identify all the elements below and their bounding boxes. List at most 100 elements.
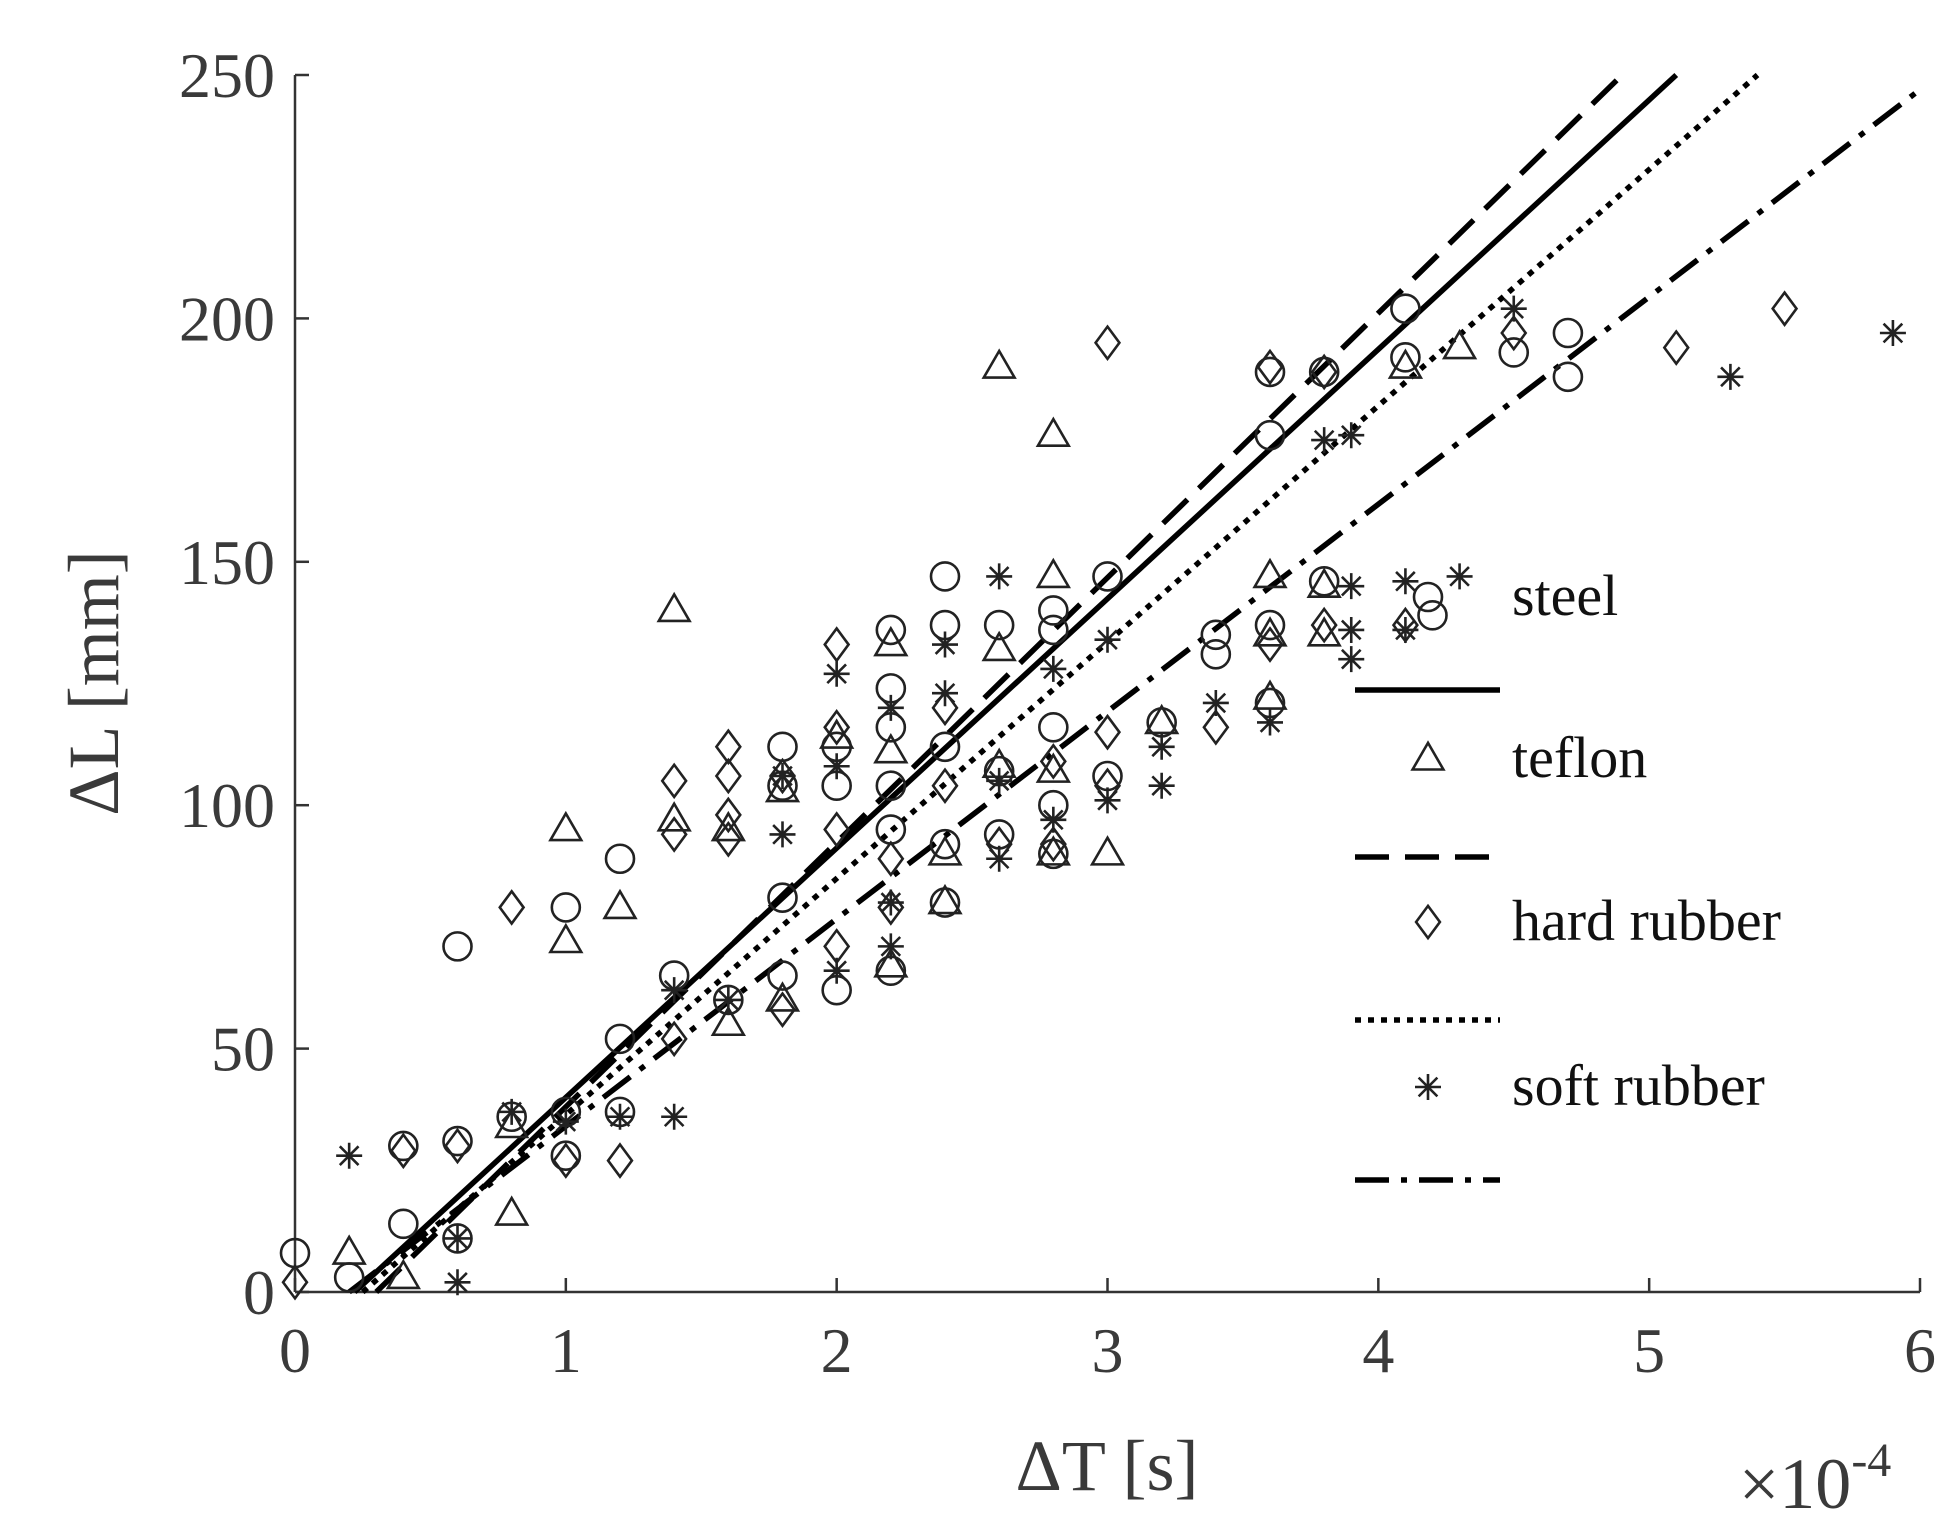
point-hard-rubber xyxy=(1093,713,1122,751)
x-axis-title: ΔT [s] xyxy=(1016,1426,1199,1506)
point-hard-rubber xyxy=(823,928,851,965)
point-hard-rubber xyxy=(1093,324,1122,362)
point-teflon xyxy=(1144,703,1180,735)
point-steel xyxy=(929,561,961,592)
point-soft-rubber xyxy=(1148,772,1175,799)
x-tick-label: 6 xyxy=(1904,1315,1936,1386)
point-soft-rubber xyxy=(986,767,1013,794)
point-soft-rubber xyxy=(1392,616,1419,643)
point-soft-rubber xyxy=(444,1225,471,1252)
point-teflon xyxy=(1252,616,1288,647)
point-hard-rubber xyxy=(1310,606,1338,644)
y-tick-label: 200 xyxy=(179,283,275,354)
point-soft-rubber xyxy=(1446,563,1473,590)
point-steel xyxy=(442,1223,473,1254)
point-soft-rubber xyxy=(823,660,850,687)
point-hard-rubber xyxy=(1256,348,1284,386)
point-soft-rubber xyxy=(769,762,796,789)
legend-marker-soft-rubber xyxy=(1415,1074,1441,1100)
point-steel xyxy=(929,731,961,763)
point-steel xyxy=(1390,293,1421,324)
point-hard-rubber xyxy=(823,811,851,848)
point-steel xyxy=(1552,361,1584,393)
legend-label-steel: steel xyxy=(1512,563,1618,628)
point-soft-rubber xyxy=(1392,568,1419,595)
point-steel xyxy=(388,1130,419,1162)
point-hard-rubber xyxy=(660,816,688,853)
x-tick-label: 5 xyxy=(1633,1315,1665,1386)
point-steel xyxy=(875,955,907,987)
point-soft-rubber xyxy=(877,889,904,916)
point-teflon xyxy=(548,810,584,842)
point-soft-rubber xyxy=(823,957,850,984)
point-soft-rubber xyxy=(1338,646,1365,673)
point-steel xyxy=(767,731,798,763)
point-hard-rubber xyxy=(1662,329,1690,366)
point-soft-rubber xyxy=(1500,295,1527,322)
point-teflon xyxy=(1035,557,1071,589)
point-soft-rubber xyxy=(1148,733,1175,760)
point-steel xyxy=(1498,337,1530,368)
point-steel xyxy=(1390,342,1421,373)
y-tick-label: 250 xyxy=(179,40,275,111)
point-soft-rubber xyxy=(1338,422,1365,449)
point-soft-rubber xyxy=(1094,626,1121,653)
point-teflon xyxy=(873,732,909,764)
point-soft-rubber xyxy=(877,694,904,721)
point-hard-rubber xyxy=(714,820,742,858)
legend: steel teflon hard rubber soft rubber xyxy=(1355,563,1781,1183)
point-hard-rubber xyxy=(1500,314,1528,352)
point-hard-rubber xyxy=(498,889,526,926)
legend-label-teflon: teflon xyxy=(1512,725,1647,790)
point-steel xyxy=(1417,600,1448,631)
point-soft-rubber xyxy=(769,821,796,848)
y-tick-label: 0 xyxy=(243,1257,275,1328)
point-soft-rubber xyxy=(661,1103,688,1130)
point-teflon xyxy=(764,981,801,1012)
point-hard-rubber xyxy=(768,991,797,1028)
point-hard-rubber xyxy=(714,728,742,766)
point-hard-rubber xyxy=(660,1020,688,1058)
point-teflon xyxy=(1441,328,1478,360)
point-steel xyxy=(1254,609,1286,641)
fit-line-soft-rubber xyxy=(347,87,1922,1295)
point-soft-rubber xyxy=(444,1269,471,1296)
point-soft-rubber xyxy=(1717,363,1744,390)
fit-line-teflon xyxy=(374,73,1625,1294)
y-tick-label: 100 xyxy=(179,770,275,841)
point-hard-rubber xyxy=(606,1142,634,1179)
point-hard-rubber xyxy=(1039,825,1067,863)
point-steel xyxy=(442,931,473,962)
point-teflon xyxy=(602,888,638,920)
point-teflon xyxy=(764,771,801,803)
point-steel xyxy=(875,614,907,646)
point-steel xyxy=(1092,561,1123,592)
point-hard-rubber xyxy=(714,757,742,795)
point-steel xyxy=(1092,760,1123,792)
point-soft-rubber xyxy=(1338,616,1365,643)
legend-label-soft-rubber: soft rubber xyxy=(1512,1053,1765,1118)
point-steel xyxy=(604,1023,636,1055)
point-steel xyxy=(1038,614,1069,646)
point-hard-rubber xyxy=(389,1132,417,1170)
point-steel xyxy=(1308,565,1340,597)
x-tick-label: 0 xyxy=(279,1315,311,1386)
point-steel xyxy=(1200,619,1232,651)
point-hard-rubber xyxy=(823,626,851,663)
x-tick-label: 1 xyxy=(550,1315,582,1386)
point-teflon xyxy=(927,883,963,915)
point-teflon xyxy=(331,1234,367,1265)
legend-label-hard-rubber: hard rubber xyxy=(1512,888,1781,953)
point-steel xyxy=(1552,317,1584,349)
point-teflon xyxy=(710,1005,746,1037)
point-hard-rubber xyxy=(552,1142,580,1179)
legend-marker-teflon xyxy=(1410,740,1446,771)
point-hard-rubber xyxy=(1202,709,1230,746)
point-soft-rubber xyxy=(715,986,742,1013)
x-axis-multiplier: ×10-4 xyxy=(1739,1434,1892,1524)
point-teflon xyxy=(927,835,963,866)
point-teflon xyxy=(1252,557,1288,589)
point-hard-rubber xyxy=(1310,353,1338,391)
point-hard-rubber xyxy=(768,757,797,795)
point-steel xyxy=(875,814,907,845)
